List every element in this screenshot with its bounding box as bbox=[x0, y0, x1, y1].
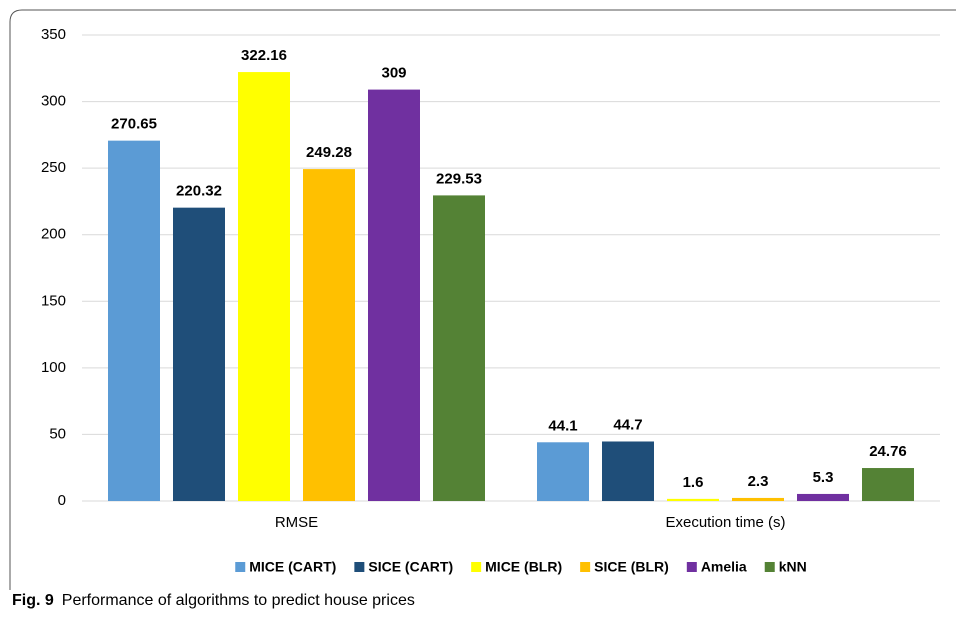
value-label: 229.53 bbox=[436, 170, 482, 187]
legend-swatch bbox=[235, 562, 246, 572]
bar bbox=[433, 195, 485, 501]
value-label: 2.3 bbox=[748, 473, 769, 490]
y-tick-label: 0 bbox=[58, 492, 66, 509]
legend-label: MICE (BLR) bbox=[485, 559, 562, 575]
x-tick-label: Execution time (s) bbox=[665, 514, 785, 531]
y-tick-label: 250 bbox=[41, 159, 66, 176]
legend-label: SICE (BLR) bbox=[594, 559, 669, 575]
legend-swatch bbox=[764, 562, 775, 572]
y-tick-label: 200 bbox=[41, 226, 66, 243]
value-label: 309 bbox=[381, 65, 406, 82]
y-tick-label: 300 bbox=[41, 93, 66, 110]
legend-swatch bbox=[686, 562, 697, 572]
value-label: 220.32 bbox=[176, 183, 222, 200]
legend-swatch bbox=[580, 562, 591, 572]
legend-label: MICE (CART) bbox=[249, 559, 336, 575]
y-tick-label: 50 bbox=[49, 425, 66, 442]
legend-label: Amelia bbox=[701, 559, 747, 575]
value-label: 44.1 bbox=[548, 417, 577, 434]
bar bbox=[667, 498, 719, 501]
bar bbox=[537, 442, 589, 501]
legend-swatch bbox=[471, 562, 482, 572]
x-tick-label: RMSE bbox=[275, 514, 318, 531]
value-label: 270.65 bbox=[111, 116, 157, 133]
y-tick-label: 350 bbox=[41, 26, 66, 43]
bar bbox=[797, 493, 849, 501]
caption-text: Performance of algorithms to predict hou… bbox=[62, 592, 415, 609]
legend-label: kNN bbox=[779, 559, 807, 575]
value-label: 322.16 bbox=[241, 47, 287, 64]
bar bbox=[862, 468, 914, 501]
value-label: 1.6 bbox=[683, 474, 704, 491]
value-label: 24.76 bbox=[869, 443, 907, 460]
bar bbox=[732, 497, 784, 501]
bar bbox=[368, 89, 420, 502]
bar bbox=[602, 441, 654, 501]
y-tick-label: 100 bbox=[41, 359, 66, 376]
bar bbox=[238, 72, 290, 502]
caption: Fig. 9 Performance of algorithms to predi… bbox=[12, 592, 415, 609]
bar bbox=[303, 169, 355, 501]
legend-swatch bbox=[354, 562, 365, 572]
legend-label: SICE (CART) bbox=[368, 559, 453, 575]
bar bbox=[108, 140, 160, 501]
value-label: 249.28 bbox=[306, 144, 352, 161]
frame bbox=[9, 9, 956, 590]
caption-label: Fig. 9 bbox=[12, 592, 54, 609]
bar bbox=[173, 207, 225, 501]
value-label: 44.7 bbox=[613, 416, 642, 433]
y-tick-label: 150 bbox=[41, 292, 66, 309]
value-label: 5.3 bbox=[813, 469, 834, 486]
